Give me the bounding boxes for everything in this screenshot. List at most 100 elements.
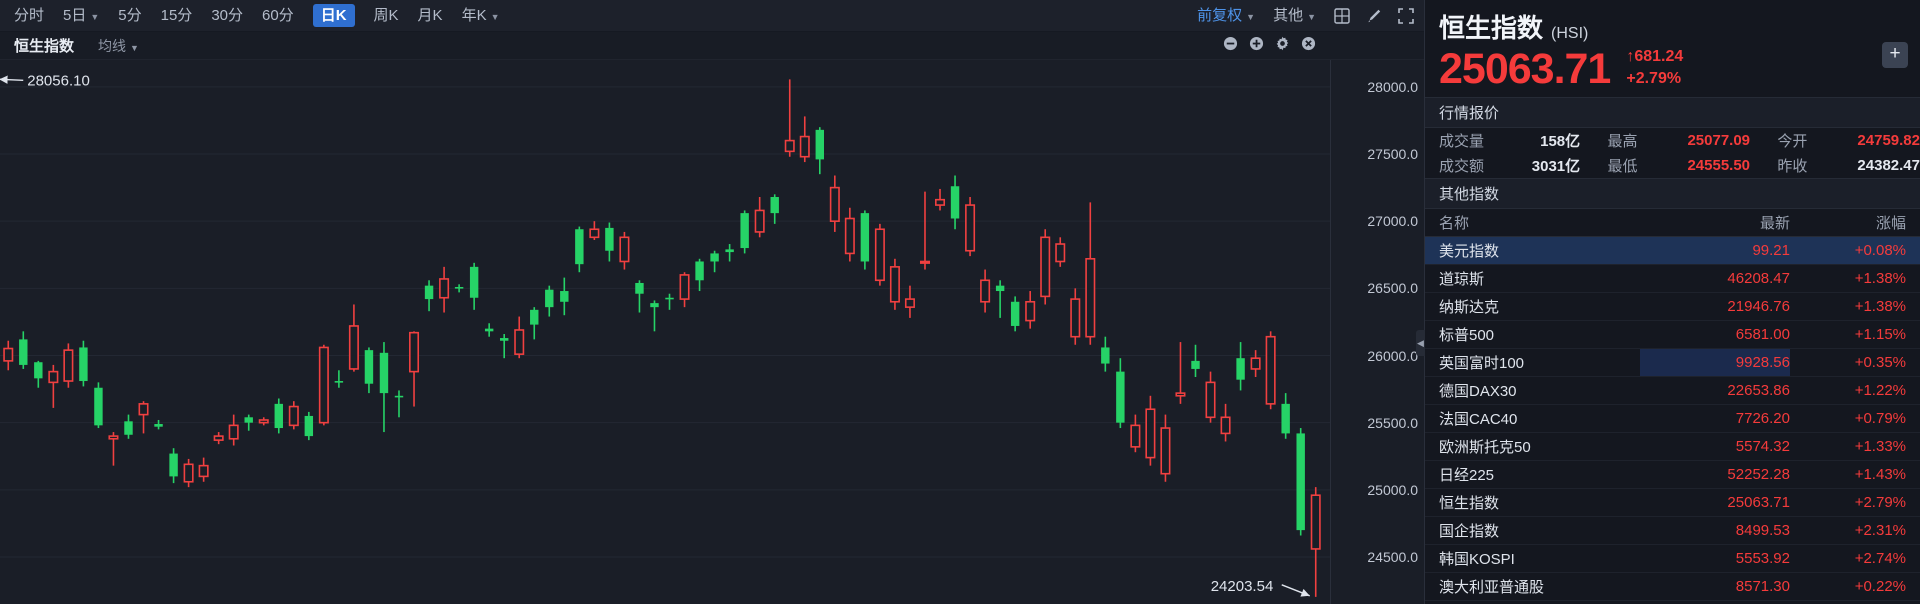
index-change-pct: +1.38% <box>1790 264 1920 294</box>
spacer <box>1750 128 1763 153</box>
candlestick <box>665 293 674 310</box>
index-change-pct: +0.08% <box>1790 236 1920 266</box>
quote-name: 恒生指数 <box>1439 13 1544 43</box>
up-arrow-icon: ↑ <box>1626 48 1635 65</box>
candlestick <box>514 316 525 359</box>
quote-details-table: 成交量 158亿 最高 25077.09 今开 24759.82 成交额 3031亿 最低 245… <box>1425 128 1920 178</box>
candlestick <box>154 419 163 430</box>
candlestick <box>619 231 630 270</box>
table-row[interactable]: 法国CAC40 7726.20 +0.79% <box>1425 404 1920 434</box>
table-row[interactable]: 道琼斯 46208.47 +1.38% <box>1425 264 1920 294</box>
index-name: 韩国KOSPI <box>1425 544 1640 574</box>
table-row[interactable]: 标普500 6581.00 +1.15% <box>1425 320 1920 350</box>
index-last: 7726.20 <box>1640 404 1790 434</box>
table-row[interactable]: 欧洲斯托克50 5574.32 +1.33% <box>1425 432 1920 462</box>
candlestick <box>499 334 509 359</box>
candlestick <box>213 432 224 445</box>
period-tab-8[interactable]: 月K <box>418 8 443 23</box>
candlestick <box>258 417 269 426</box>
fullscreen-icon[interactable] <box>1398 7 1414 24</box>
column-header-pct[interactable]: 涨幅 <box>1790 209 1920 238</box>
close-circle-icon[interactable] <box>1301 36 1316 56</box>
spacer <box>1750 153 1763 178</box>
add-to-watchlist-button[interactable]: + <box>1882 42 1908 68</box>
toolbar-right-group: 前复权 ▼ 其他 ▼ <box>1197 7 1414 24</box>
candlestick <box>228 414 239 446</box>
adjust-dropdown[interactable]: 前复权 ▼ <box>1197 8 1255 23</box>
minus-circle-icon[interactable] <box>1223 36 1238 56</box>
index-last: 52252.28 <box>1640 460 1790 490</box>
candlestick <box>860 210 870 270</box>
index-change-pct: +1.33% <box>1790 432 1920 462</box>
quote-detail-row: 成交量 158亿 最高 25077.09 今开 24759.82 <box>1425 128 1920 153</box>
quote-detail-label: 昨收 <box>1777 158 1808 176</box>
period-tab-2[interactable]: 5分 <box>118 8 141 23</box>
candlestick <box>919 191 930 270</box>
candlestick <box>1085 202 1096 345</box>
period-tab-0[interactable]: 分时 <box>14 8 44 23</box>
period-tab-4[interactable]: 30分 <box>211 8 243 23</box>
grid-icon[interactable] <box>1334 7 1350 24</box>
period-tab-list: 分时 5日 ▼ 5分 15分 30分 60分 日K 周K 月K 年K ▼ <box>14 4 519 27</box>
candlestick <box>198 457 209 482</box>
index-last: 21946.76 <box>1640 292 1790 322</box>
index-name: 澳大利亚普通股 <box>1425 572 1640 602</box>
candlestick <box>995 280 1005 318</box>
column-header-last[interactable]: 最新 <box>1640 209 1790 238</box>
quote-detail-label: 成交额 <box>1439 158 1485 176</box>
index-change-pct: +1.22% <box>1790 376 1920 406</box>
quote-delta-group: ↑681.24 +2.79% <box>1626 46 1683 89</box>
quote-price-row: 25063.71 ↑681.24 +2.79% <box>1439 46 1906 91</box>
period-tab-7[interactable]: 周K <box>374 8 399 23</box>
indicator-dropdown[interactable]: 均线 ▼ <box>98 36 139 56</box>
period-tab-9[interactable]: 年K ▼ <box>462 8 500 23</box>
candlestick <box>695 258 704 292</box>
candlestick <box>770 194 779 224</box>
chart-pane: 分时 5日 ▼ 5分 15分 30分 60分 日K 周K 月K 年K ▼ 前复权 ▼ 其他 ▼ <box>0 0 1424 604</box>
candlestick <box>605 222 614 262</box>
candlestick <box>274 398 283 434</box>
candlestick <box>1101 336 1110 372</box>
candlestick <box>980 269 991 313</box>
table-row[interactable]: 澳大利亚普通股 8571.30 +0.22% <box>1425 572 1920 602</box>
quote-change-pct: +2.79% <box>1626 69 1682 87</box>
index-change-pct: +0.79% <box>1790 404 1920 434</box>
candlestick-plot[interactable]: 28056.10 24203.54 <box>0 60 1330 604</box>
high-marker-arrow <box>0 75 24 84</box>
candlestick <box>1191 344 1200 377</box>
table-row[interactable]: 英国富时100 9928.56 +0.35% <box>1425 348 1920 378</box>
table-row[interactable]: 韩国KOSPI 5553.92 +2.74% <box>1425 544 1920 574</box>
chart-title: 恒生指数 <box>14 38 75 55</box>
quote-change-value: 681.24 <box>1634 48 1684 65</box>
table-row[interactable]: 美元指数 99.21 +0.08% <box>1425 236 1920 266</box>
candlestick <box>94 382 103 429</box>
candlestick <box>965 197 976 257</box>
period-tab-3[interactable]: 15分 <box>161 8 193 23</box>
index-name: 法国CAC40 <box>1425 404 1640 434</box>
table-row[interactable]: 国企指数 8499.53 +2.31% <box>1425 516 1920 546</box>
index-name: 恒生指数 <box>1425 488 1640 518</box>
period-tab-1[interactable]: 5日 ▼ <box>63 8 99 23</box>
candlestick <box>48 364 59 408</box>
column-header-name[interactable]: 名称 <box>1425 209 1640 238</box>
quote-detail-label: 最高 <box>1607 133 1638 151</box>
table-row[interactable]: 恒生指数 25063.71 +2.79% <box>1425 488 1920 518</box>
high-marker: 28056.10 <box>27 72 90 89</box>
index-change-pct: +2.79% <box>1790 488 1920 518</box>
other-label: 其他 <box>1273 7 1304 24</box>
table-row[interactable]: 日经225 52252.28 +1.43% <box>1425 460 1920 490</box>
period-tab-6[interactable]: 日K <box>312 4 355 27</box>
candlestick <box>545 285 554 317</box>
index-last: 6581.00 <box>1640 320 1790 350</box>
table-row[interactable]: 德国DAX30 22653.86 +1.22% <box>1425 376 1920 406</box>
index-change-pct: +2.74% <box>1790 544 1920 574</box>
brush-icon[interactable] <box>1366 8 1382 24</box>
panel-collapse-handle[interactable]: ◀ <box>1416 330 1425 356</box>
period-tab-5[interactable]: 60分 <box>262 8 294 23</box>
table-row[interactable]: 纳斯达克 21946.76 +1.38% <box>1425 292 1920 322</box>
gear-icon[interactable] <box>1275 36 1290 56</box>
quote-detail-value: 24555.50 <box>1687 157 1751 175</box>
other-dropdown[interactable]: 其他 ▼ <box>1273 8 1316 23</box>
plus-circle-icon[interactable] <box>1249 36 1264 56</box>
candlestick <box>575 226 584 273</box>
